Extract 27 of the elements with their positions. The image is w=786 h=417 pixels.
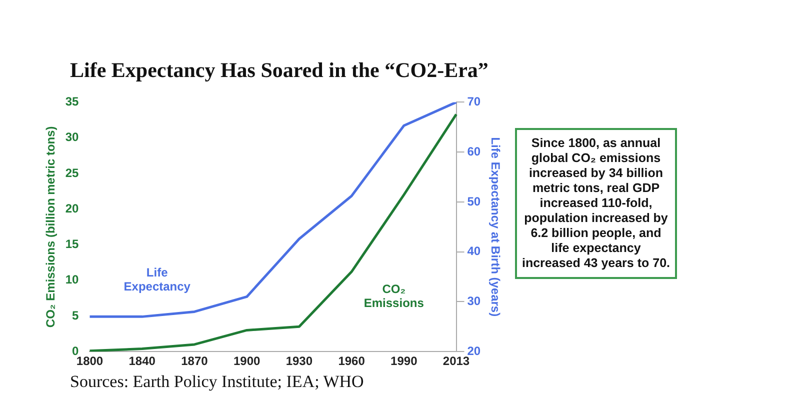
y-tick-label: 10 xyxy=(65,272,80,287)
y-tick-label: 35 xyxy=(65,94,80,109)
chart-title: Life Expectancy Has Soared in the “CO2-Era” xyxy=(70,58,488,83)
y2-axis-title: Life Expectancy at Birth (years) xyxy=(488,137,502,317)
y-tick-label: 30 xyxy=(65,130,80,144)
x-tick-label: 1840 xyxy=(128,354,156,368)
x-tick-label: 1990 xyxy=(390,354,418,368)
y2-tick-label: 60 xyxy=(467,144,481,158)
x-tick-label: 1900 xyxy=(233,354,260,368)
y2-tick-label: 20 xyxy=(467,344,481,358)
y-tick-label: 15 xyxy=(65,237,80,252)
series-label: Life Expectancy xyxy=(124,266,191,294)
y2-tick-label: 50 xyxy=(467,194,481,208)
series-label: CO₂ Emissions xyxy=(364,282,424,310)
y2-tick-label: 70 xyxy=(467,94,481,109)
y-axis-title: CO₂ Emissions (billion metric tons) xyxy=(44,126,58,328)
y-tick-label: 20 xyxy=(65,201,80,216)
y2-tick-label: 30 xyxy=(467,294,481,308)
x-tick-label: 1960 xyxy=(338,354,366,368)
y-tick-label: 5 xyxy=(72,308,80,322)
x-tick-label: 2013 xyxy=(442,354,470,368)
y-tick-label: 25 xyxy=(65,166,80,180)
y2-tick-label: 40 xyxy=(467,244,481,258)
text: Since 1800, as annual global CO₂ emissions increased by 34 billion metric tons, real GDP increased 110-fold, population increased by 6.2 billion people, and life expectancy increased 43 years to 70. xyxy=(522,136,670,270)
source-note: Sources: Earth Policy Institute; IEA; WHO xyxy=(70,372,364,392)
x-tick-label: 1930 xyxy=(286,354,313,368)
x-tick-label: 1870 xyxy=(181,354,208,368)
